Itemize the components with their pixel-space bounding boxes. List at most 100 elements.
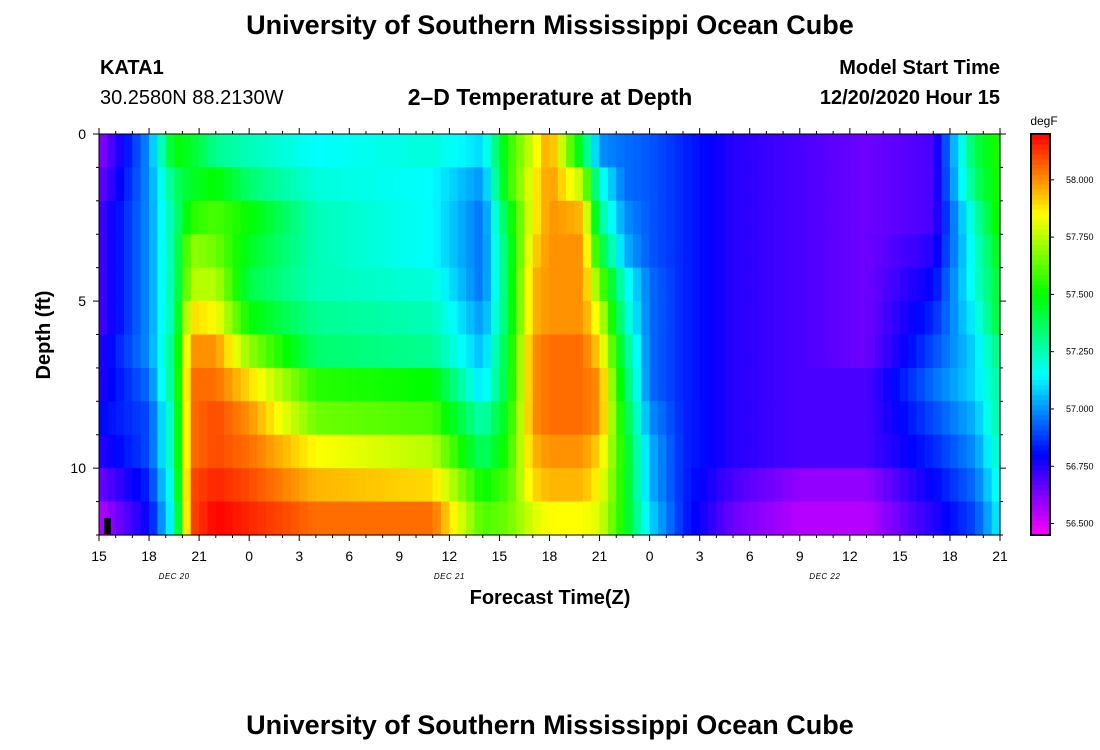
heatmap-cell: [766, 434, 776, 469]
heatmap-cell: [240, 301, 250, 336]
colorbar-segment: [1031, 419, 1050, 426]
heatmap-cell: [657, 434, 667, 469]
heatmap-cell: [115, 367, 125, 402]
heatmap-cell: [357, 167, 367, 202]
heatmap-cell: [491, 134, 501, 169]
colorbar-segment: [1031, 479, 1050, 486]
date-label: DEC 22: [809, 572, 840, 581]
heatmap-cell: [591, 367, 601, 402]
heatmap-cell: [958, 334, 968, 369]
heatmap-cell: [249, 234, 259, 269]
heatmap-cell: [107, 434, 117, 469]
heatmap-cell: [124, 167, 133, 202]
heatmap-cell: [632, 134, 642, 169]
heatmap-cell: [649, 334, 659, 369]
heatmap-cell: [616, 334, 626, 369]
heatmap-cell: [983, 334, 993, 369]
heatmap-cell: [866, 234, 876, 269]
heatmap-cell: [432, 167, 442, 202]
heatmap-cell: [432, 267, 442, 302]
heatmap-cell: [958, 367, 968, 402]
colorbar-segment: [1031, 304, 1050, 311]
colorbar-tick-label: 57.500: [1066, 289, 1094, 299]
heatmap-cell: [674, 200, 684, 235]
heatmap-cell: [224, 267, 234, 302]
heatmap-cell: [482, 367, 492, 402]
heatmap-cell: [891, 367, 901, 402]
heatmap-cell: [340, 134, 350, 169]
heatmap-cell: [249, 401, 259, 436]
heatmap-cell: [374, 134, 384, 169]
heatmap-cell: [257, 334, 267, 369]
heatmap-cell: [315, 501, 325, 536]
heatmap-cell: [249, 134, 259, 169]
heatmap-cell: [858, 200, 868, 235]
heatmap-cell: [365, 167, 375, 202]
heatmap-cell: [282, 267, 292, 302]
heatmap-cell: [607, 167, 617, 202]
heatmap-cell: [449, 401, 459, 436]
heatmap-cell: [949, 134, 959, 169]
heatmap-cell: [574, 134, 584, 169]
heatmap-cell: [416, 234, 425, 269]
heatmap-cell: [449, 234, 459, 269]
heatmap-cell: [524, 167, 534, 202]
heatmap-cell: [908, 367, 918, 402]
heatmap-cell: [182, 367, 192, 402]
heatmap-cell: [157, 134, 167, 169]
heatmap-cell: [190, 434, 200, 469]
heatmap-cell: [182, 267, 192, 302]
heatmap-cell: [808, 167, 818, 202]
heatmap-cell: [107, 134, 117, 169]
heatmap-cell: [199, 234, 209, 269]
heatmap-cell: [265, 167, 275, 202]
heatmap-cell: [165, 234, 175, 269]
heatmap-cell: [841, 134, 851, 169]
heatmap-cell: [933, 468, 943, 503]
heatmap-cell: [215, 234, 225, 269]
heatmap-cell: [632, 334, 642, 369]
heatmap-cell: [933, 234, 943, 269]
heatmap-cell: [541, 468, 551, 503]
heatmap-cell: [924, 401, 934, 436]
heatmap-cell: [424, 200, 434, 235]
heatmap-cell: [816, 501, 826, 536]
heatmap-cell: [924, 434, 934, 469]
heatmap-cell: [332, 134, 342, 169]
heatmap-cell: [282, 167, 292, 202]
colorbar-segment: [1031, 374, 1050, 381]
heatmap-cell: [532, 234, 542, 269]
heatmap-cell: [699, 234, 709, 269]
heatmap-cell: [174, 434, 184, 469]
heatmap-cell: [282, 134, 292, 169]
heatmap-cell: [824, 267, 834, 302]
heatmap-cell: [132, 334, 142, 369]
heatmap-cell: [207, 334, 217, 369]
heatmap-cell: [574, 301, 584, 336]
heatmap-cell: [115, 134, 125, 169]
heatmap-cell: [441, 301, 450, 336]
heatmap-cell: [532, 501, 542, 536]
heatmap-cell: [883, 367, 893, 402]
heatmap-cell: [557, 301, 567, 336]
x-tick-label: 15: [492, 548, 508, 564]
heatmap-cell: [407, 167, 417, 202]
heatmap-cell: [657, 200, 667, 235]
colorbar-segment: [1031, 499, 1050, 506]
heatmap-cell: [841, 301, 851, 336]
heatmap-cell: [432, 501, 442, 536]
colorbar-segment: [1031, 154, 1050, 160]
heatmap-cell: [883, 267, 893, 302]
heatmap-cell: [124, 367, 133, 402]
heatmap-cell: [265, 301, 275, 336]
heatmap-cell: [290, 267, 300, 302]
heatmap-cell: [466, 468, 476, 503]
heatmap-cell: [474, 267, 484, 302]
colorbar-segment: [1031, 299, 1050, 306]
heatmap-cell: [215, 167, 225, 202]
heatmap-cell: [107, 501, 117, 536]
colorbar-segment: [1031, 149, 1050, 155]
heatmap-cell: [240, 134, 250, 169]
heatmap-cell: [758, 434, 767, 469]
heatmap-cell: [991, 234, 1001, 269]
